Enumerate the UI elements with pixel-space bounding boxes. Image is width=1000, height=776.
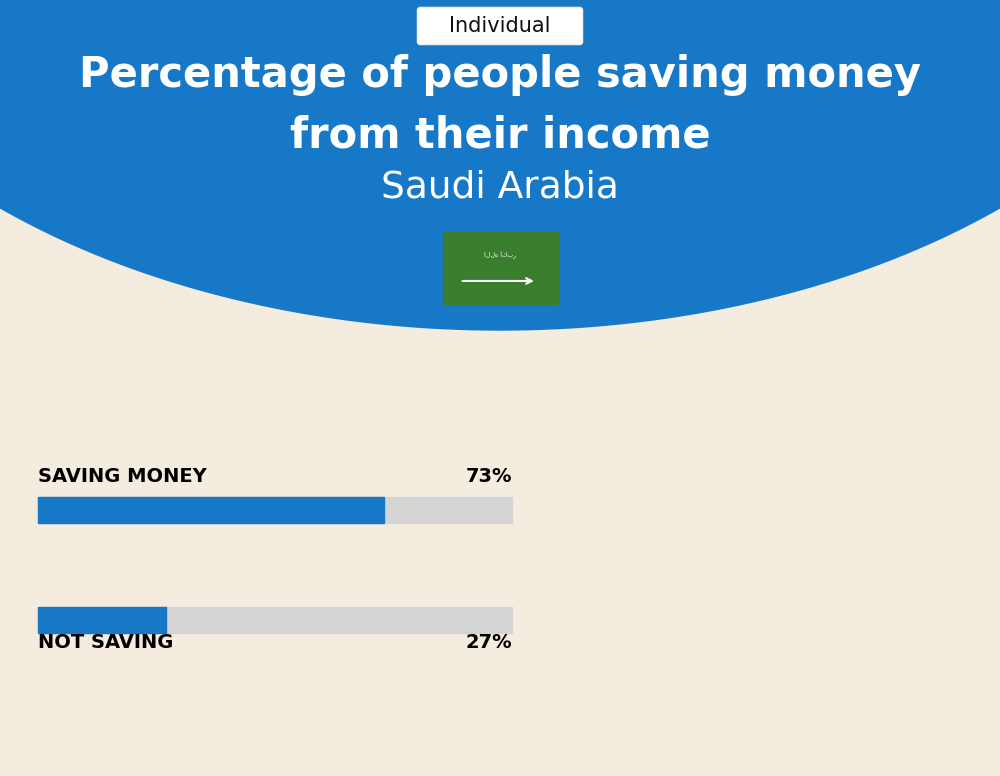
Text: 27%: 27%	[465, 632, 512, 652]
Polygon shape	[0, 0, 1000, 330]
Bar	[38, 497, 512, 523]
Text: NOT SAVING: NOT SAVING	[38, 632, 173, 652]
FancyBboxPatch shape	[417, 7, 583, 45]
Bar	[38, 497, 384, 523]
Text: Individual: Individual	[449, 16, 551, 36]
Text: 73%: 73%	[466, 467, 512, 487]
Bar	[442, 232, 558, 304]
Text: الله أكبر: الله أكبر	[484, 251, 516, 258]
Bar	[38, 607, 166, 633]
Text: SAVING MONEY: SAVING MONEY	[38, 467, 207, 487]
Text: Percentage of people saving money: Percentage of people saving money	[79, 54, 921, 96]
Bar	[38, 607, 512, 633]
Text: Saudi Arabia: Saudi Arabia	[381, 170, 619, 206]
Text: from their income: from their income	[290, 114, 710, 156]
